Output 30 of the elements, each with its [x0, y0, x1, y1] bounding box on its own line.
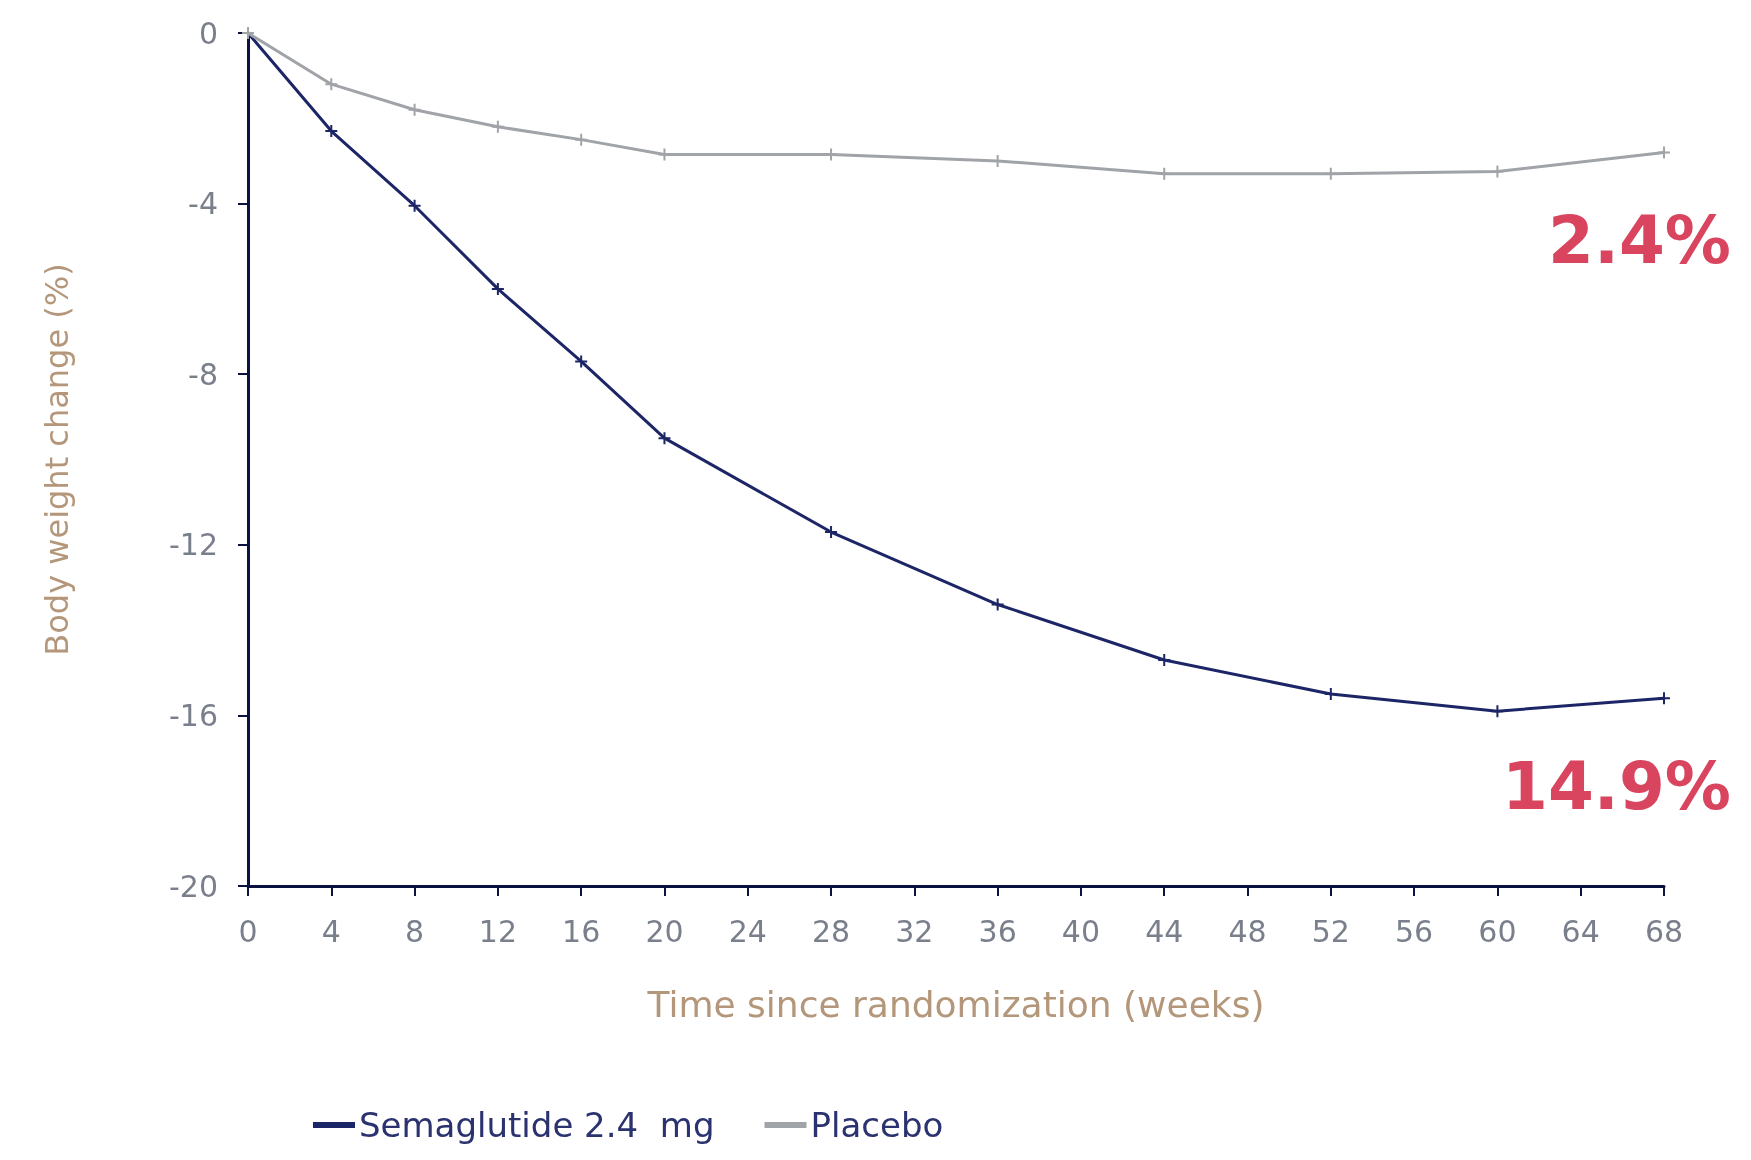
x-tick-label: 48 [1228, 913, 1267, 949]
x-tick-label: 32 [895, 913, 934, 949]
legend-label: Placebo [810, 1105, 944, 1145]
x-tick-label: 64 [1561, 913, 1600, 949]
x-tick-label: 44 [1145, 913, 1184, 949]
x-tick-label: 28 [811, 913, 851, 949]
annotation: 2.4% [1547, 201, 1731, 279]
x-axis-title: Time since randomization (weeks) [646, 983, 1265, 1025]
y-tick-label: 0 [198, 15, 218, 51]
x-tick-label: 60 [1478, 913, 1517, 949]
x-tick-label: 0 [238, 913, 258, 949]
x-tick-label: 56 [1395, 913, 1434, 949]
x-tick-label: 40 [1061, 913, 1101, 949]
x-tick-label: 4 [321, 913, 341, 949]
y-tick-label: -4 [188, 186, 218, 222]
x-tick-label: 52 [1311, 913, 1350, 949]
y-tick-label: -12 [169, 527, 218, 563]
y-tick-label: -20 [169, 868, 218, 904]
x-tick-label: 12 [478, 913, 517, 949]
legend-label: Semaglutide 2.4 mg [359, 1105, 715, 1145]
x-tick-label: 24 [728, 913, 767, 949]
y-tick-label: -8 [188, 356, 218, 392]
annotation: 14.9% [1502, 747, 1731, 825]
x-tick-label: 20 [645, 913, 684, 949]
x-tick-label: 36 [978, 913, 1017, 949]
x-tick-label: 8 [405, 913, 425, 949]
y-axis-title: Body weight change (%) [38, 263, 76, 656]
x-tick-label: 16 [562, 913, 601, 949]
x-tick-label: 68 [1644, 913, 1684, 949]
y-tick-label: -16 [169, 697, 218, 733]
